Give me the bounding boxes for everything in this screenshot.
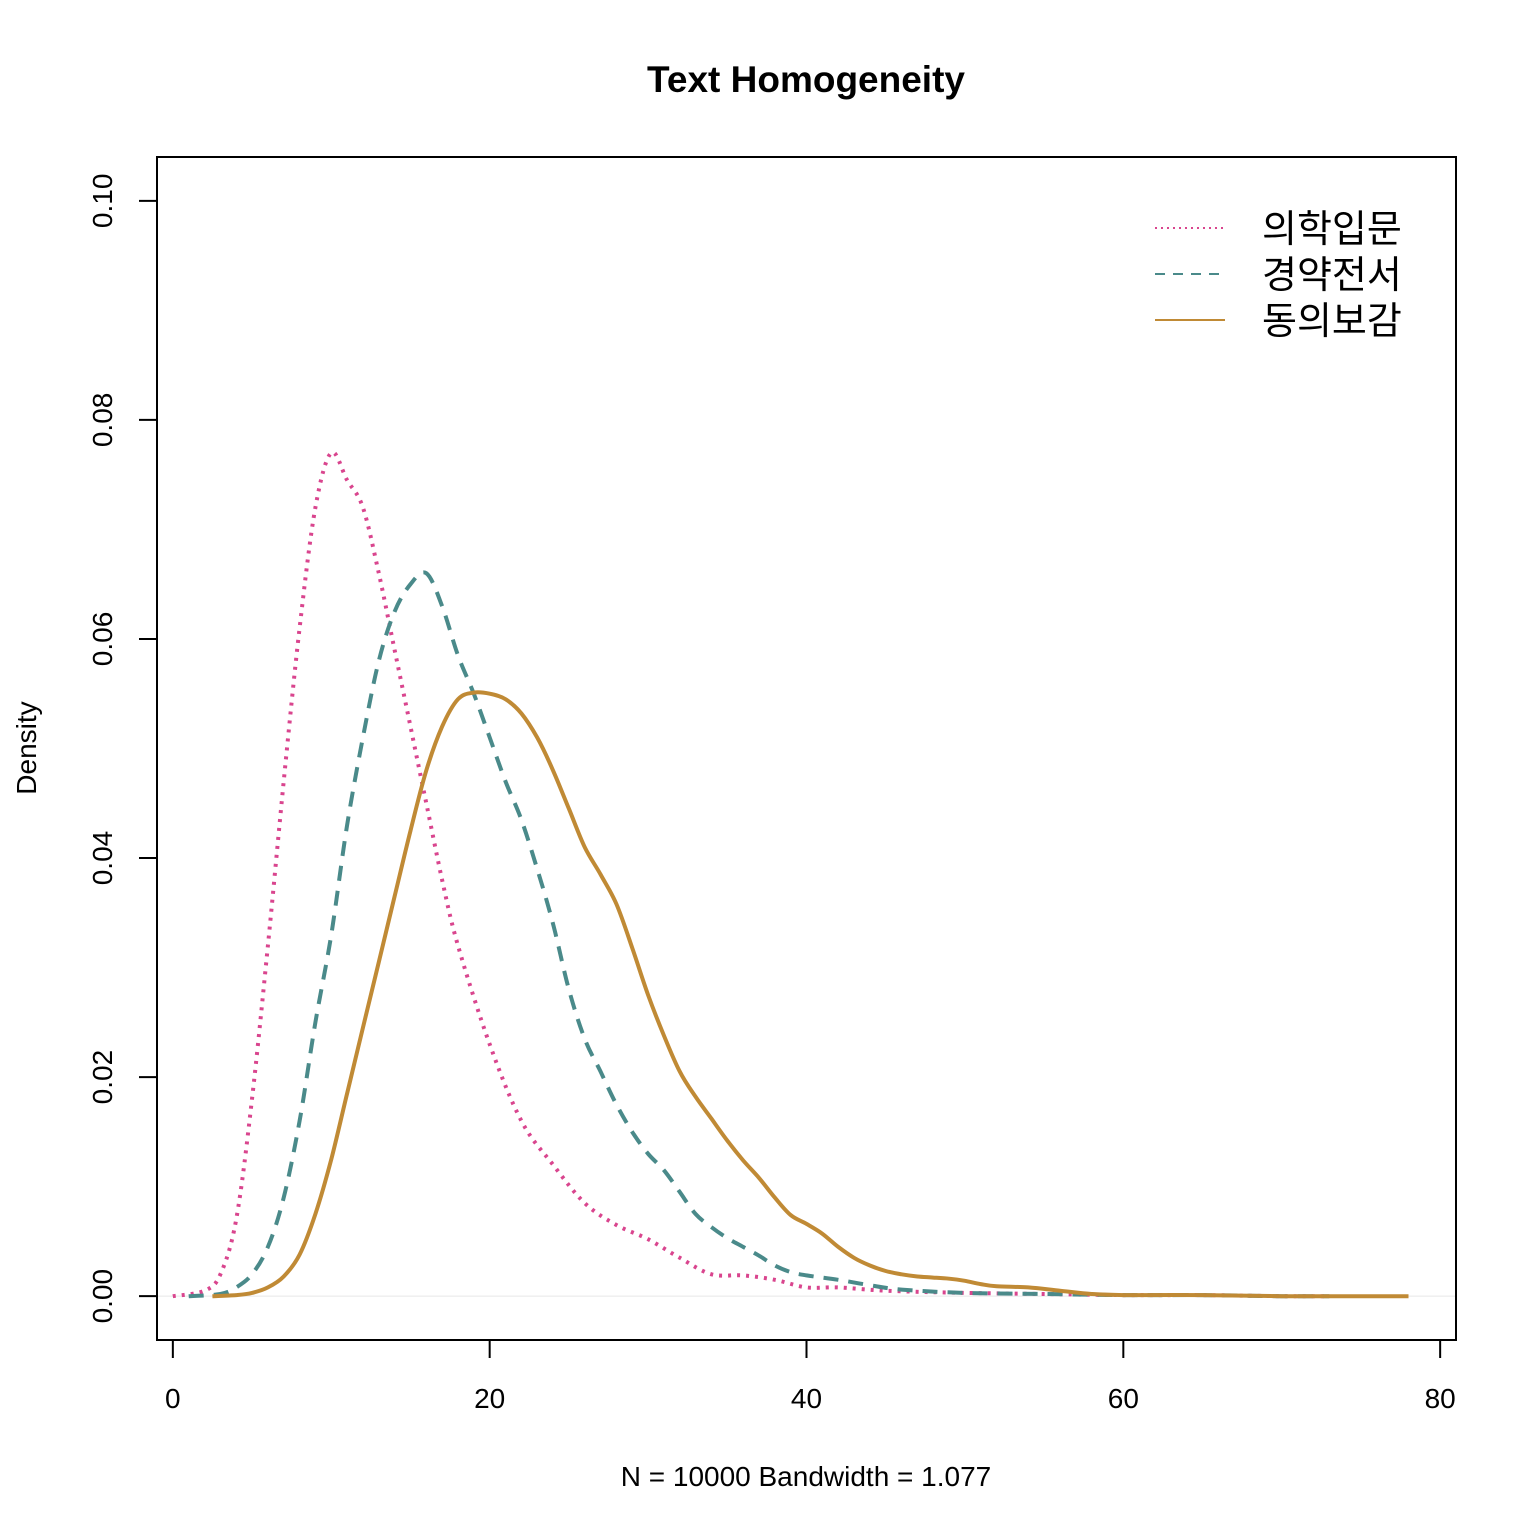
legend-label-2: 경약전서	[1262, 253, 1402, 297]
x-tick-label: 80	[1425, 1383, 1456, 1414]
y-tick-label: 0.10	[87, 174, 118, 229]
y-axis: 0.00 0.02 0.04 0.06 0.08 0.10	[87, 174, 158, 1324]
x-tick-label: 40	[791, 1383, 822, 1414]
x-tick-label: 0	[165, 1383, 181, 1414]
series-layer	[158, 450, 1455, 1299]
legend-label-1: 의학입문	[1262, 207, 1402, 251]
chart-title: Text Homogeneity	[647, 59, 965, 100]
y-tick-label: 0.04	[87, 831, 118, 886]
y-tick-label: 0.02	[87, 1050, 118, 1105]
legend-label-3: 동의보감	[1262, 299, 1402, 343]
x-tick-label: 60	[1108, 1383, 1139, 1414]
y-tick-label: 0.06	[87, 612, 118, 667]
series-line-1	[172, 450, 1330, 1299]
x-axis-label: N = 10000 Bandwidth = 1.077	[621, 1461, 992, 1492]
y-tick-label: 0.00	[87, 1269, 118, 1324]
series-line-3	[212, 690, 1409, 1299]
x-axis: 0 20 40 60 80	[165, 1339, 1456, 1414]
y-axis-label: Density	[11, 701, 42, 794]
y-tick-label: 0.08	[87, 393, 118, 448]
x-tick-label: 20	[474, 1383, 505, 1414]
